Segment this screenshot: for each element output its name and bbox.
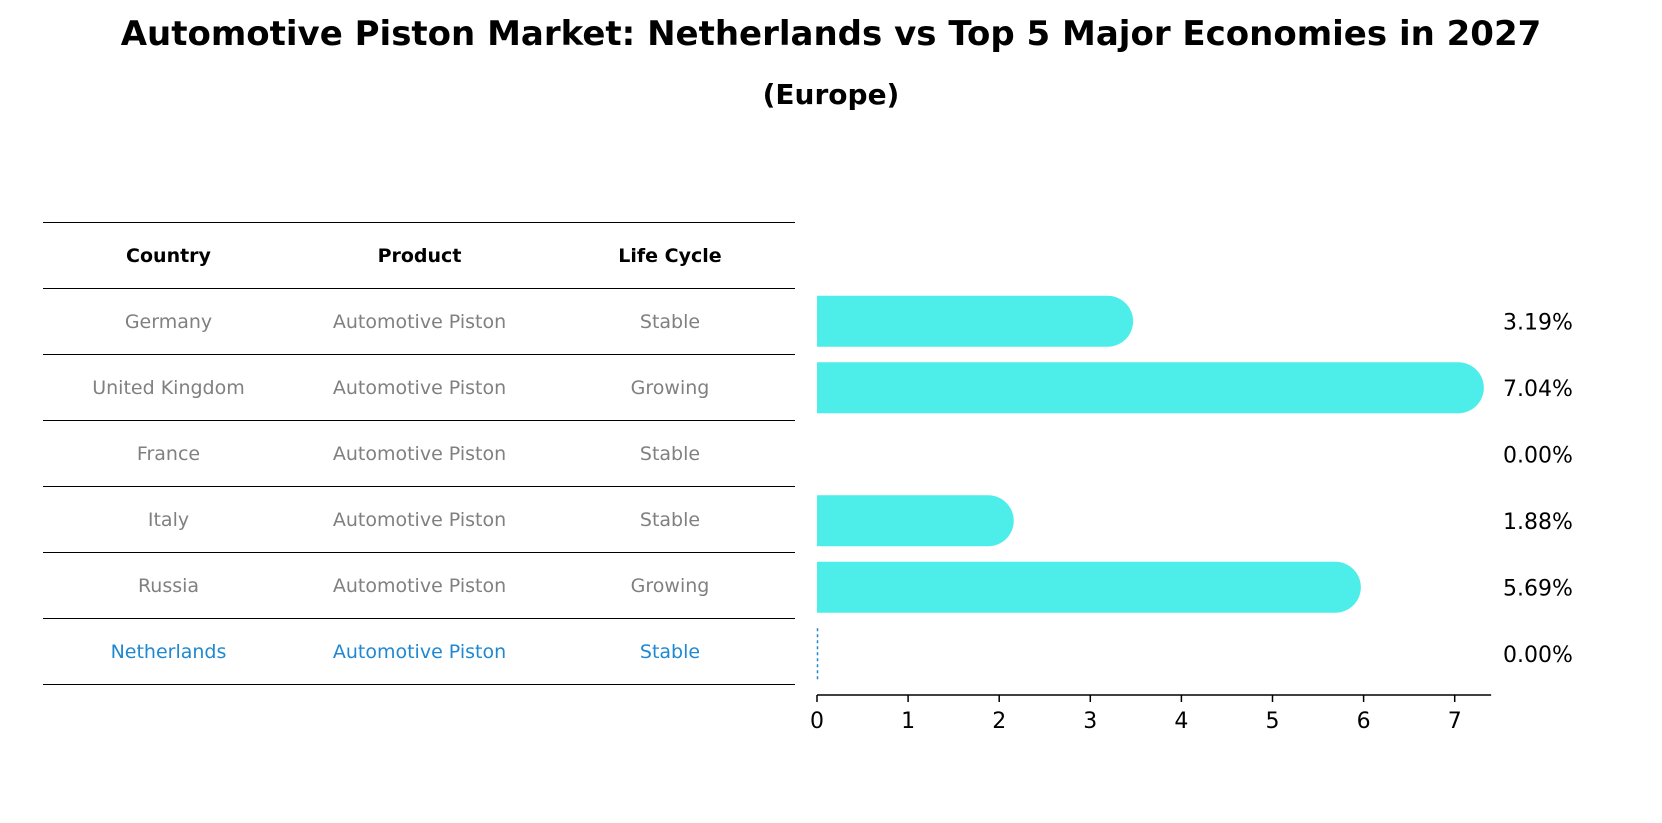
cell-life-cycle: Stable — [545, 288, 795, 355]
table-header-row: Country Product Life Cycle — [43, 222, 795, 289]
cell-country: United Kingdom — [43, 354, 294, 421]
bar-united-kingdom — [817, 362, 1484, 414]
cell-country: Netherlands — [43, 618, 294, 685]
bar-italy — [817, 495, 1014, 547]
cell-product: Automotive Piston — [294, 420, 545, 487]
cell-product: Automotive Piston — [294, 288, 545, 355]
cell-country: Germany — [43, 288, 294, 355]
value-label-germany: 3.19% — [1503, 310, 1573, 335]
value-label-united-kingdom: 7.04% — [1503, 377, 1573, 402]
header-product: Product — [294, 222, 545, 289]
value-label-netherlands: 0.00% — [1503, 643, 1573, 668]
cell-country: Italy — [43, 486, 294, 553]
cell-life-cycle: Stable — [545, 420, 795, 487]
cell-life-cycle: Stable — [545, 618, 795, 685]
value-label-russia: 5.69% — [1503, 576, 1573, 601]
bar-russia — [817, 561, 1361, 613]
table-row-highlight: Netherlands Automotive Piston Stable — [43, 618, 795, 685]
x-tick-label: 5 — [1266, 709, 1280, 734]
cell-life-cycle: Growing — [545, 552, 795, 619]
cell-life-cycle: Stable — [545, 486, 795, 553]
value-label-italy: 1.88% — [1503, 510, 1573, 535]
value-label-france: 0.00% — [1503, 443, 1573, 468]
cell-country: France — [43, 420, 294, 487]
chart-subtitle: (Europe) — [762, 78, 900, 111]
cell-life-cycle: Growing — [545, 354, 795, 421]
cell-product: Automotive Piston — [294, 618, 545, 685]
cell-country: Russia — [43, 552, 294, 619]
cell-product: Automotive Piston — [294, 354, 545, 421]
chart-title: Automotive Piston Market: Netherlands vs… — [120, 14, 1542, 54]
x-tick-label: 7 — [1448, 709, 1462, 734]
x-tick-label: 6 — [1357, 709, 1371, 734]
x-tick-label: 0 — [810, 709, 824, 734]
cell-product: Automotive Piston — [294, 486, 545, 553]
table-row: Russia Automotive Piston Growing — [43, 552, 795, 619]
x-tick-label: 2 — [992, 709, 1006, 734]
table-row: France Automotive Piston Stable — [43, 420, 795, 487]
x-tick-label: 1 — [901, 709, 915, 734]
data-table: Country Product Life Cycle Germany Autom… — [43, 222, 795, 685]
table-row: United Kingdom Automotive Piston Growing — [43, 354, 795, 421]
table-row: Germany Automotive Piston Stable — [43, 288, 795, 355]
header-country: Country — [43, 222, 294, 289]
bar-germany — [817, 295, 1134, 347]
table-row: Italy Automotive Piston Stable — [43, 486, 795, 553]
x-tick-label: 3 — [1083, 709, 1097, 734]
x-tick-label: 4 — [1174, 709, 1188, 734]
header-life-cycle: Life Cycle — [545, 222, 795, 289]
